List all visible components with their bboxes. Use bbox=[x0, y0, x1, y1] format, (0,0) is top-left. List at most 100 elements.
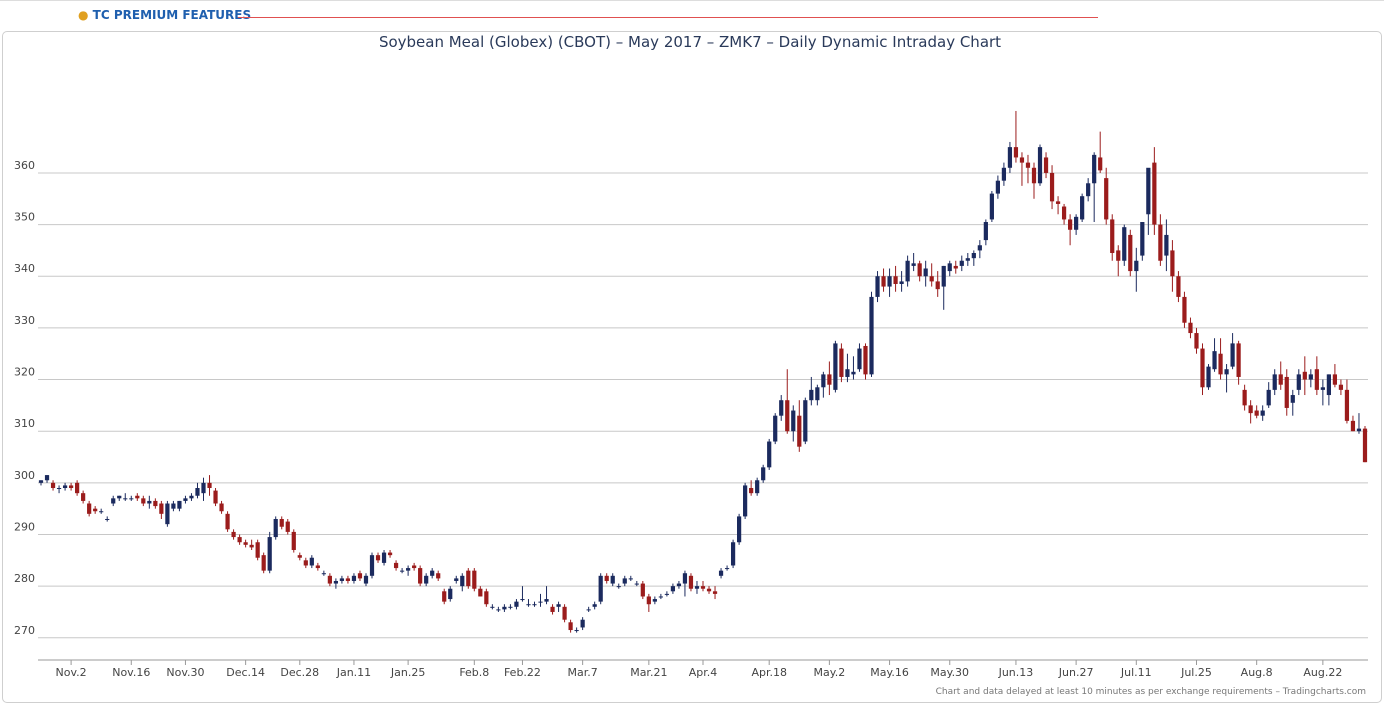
candle-body bbox=[165, 503, 170, 525]
candle-body bbox=[1332, 374, 1338, 385]
candle-body bbox=[75, 482, 80, 494]
y-tick-label: 290 bbox=[14, 520, 35, 533]
candle-body bbox=[851, 371, 856, 375]
candle-body bbox=[1140, 222, 1145, 256]
candle-body bbox=[1055, 201, 1061, 204]
x-tick-label: Apr.4 bbox=[689, 666, 718, 679]
candle-body bbox=[893, 276, 898, 284]
candle-body bbox=[303, 560, 308, 566]
x-tick-label: Mar.7 bbox=[568, 666, 598, 679]
candle-body bbox=[544, 599, 549, 602]
candle-body bbox=[460, 575, 465, 587]
y-tick-label: 300 bbox=[14, 469, 35, 482]
candle-body bbox=[393, 562, 399, 569]
candle-body bbox=[309, 557, 314, 566]
candle-body bbox=[1302, 371, 1307, 380]
section-header: ● TC PREMIUM FEATURES bbox=[78, 8, 251, 22]
candle-body bbox=[1007, 147, 1013, 168]
candle-body bbox=[105, 518, 110, 520]
candle-body bbox=[785, 400, 790, 432]
candle-body bbox=[604, 575, 609, 581]
candle-body bbox=[375, 555, 381, 561]
x-tick-label: May.30 bbox=[930, 666, 969, 679]
candle-body bbox=[255, 542, 260, 558]
candle-body bbox=[1248, 405, 1253, 414]
candle-body bbox=[1290, 395, 1295, 403]
x-tick-label: Nov.16 bbox=[112, 666, 150, 679]
candle-body bbox=[418, 568, 423, 584]
x-tick-label: Feb.22 bbox=[504, 666, 541, 679]
candle-body bbox=[676, 583, 682, 587]
candle-body bbox=[1098, 157, 1103, 171]
candle-body bbox=[1043, 157, 1049, 173]
candle-body bbox=[1001, 167, 1007, 181]
x-tick-label: Nov.2 bbox=[56, 666, 87, 679]
candle-body bbox=[159, 503, 164, 514]
candle-body bbox=[971, 253, 976, 259]
candle-body bbox=[1254, 410, 1259, 416]
candle-body bbox=[117, 495, 122, 499]
x-tick-label: Jul.11 bbox=[1120, 666, 1152, 679]
x-tick-label: May.16 bbox=[870, 666, 909, 679]
candle-body bbox=[321, 573, 326, 575]
candle-body bbox=[466, 570, 471, 587]
candle-body bbox=[454, 578, 459, 581]
candle-body bbox=[267, 537, 272, 571]
candle-body bbox=[706, 588, 712, 592]
candle-body bbox=[640, 583, 645, 597]
candle-body bbox=[658, 596, 663, 598]
candle-body bbox=[363, 575, 369, 584]
x-tick-label: Apr.18 bbox=[751, 666, 787, 679]
candle-body bbox=[1350, 420, 1356, 432]
candle-body bbox=[1122, 227, 1127, 261]
candle-body bbox=[815, 387, 820, 401]
candle-body bbox=[881, 276, 886, 287]
candle-body bbox=[1037, 147, 1043, 184]
candle-body bbox=[261, 555, 266, 571]
candle-body bbox=[694, 586, 700, 589]
candle-body bbox=[225, 513, 230, 530]
candle-body bbox=[327, 575, 332, 584]
candle-body bbox=[514, 601, 519, 607]
candle-body bbox=[670, 586, 676, 592]
candle-body bbox=[628, 578, 633, 580]
candle-body bbox=[1338, 384, 1344, 390]
candle-body bbox=[472, 570, 477, 589]
candle-body bbox=[93, 508, 98, 512]
candle-body bbox=[700, 586, 706, 589]
candle-body bbox=[712, 591, 718, 594]
candle-body bbox=[803, 400, 808, 442]
candle-body bbox=[646, 596, 651, 605]
candle-body bbox=[111, 498, 116, 504]
candle-body bbox=[141, 498, 146, 504]
candle-body bbox=[977, 245, 982, 251]
candle-body bbox=[755, 480, 760, 494]
candle-body bbox=[129, 498, 134, 500]
candle-body bbox=[761, 467, 766, 481]
candle-body bbox=[1362, 428, 1368, 463]
candle-body bbox=[1320, 387, 1325, 390]
candle-body bbox=[56, 488, 62, 490]
candle-body bbox=[520, 599, 525, 601]
candle-body bbox=[773, 415, 778, 442]
candle-body bbox=[538, 601, 543, 603]
candle-body bbox=[857, 348, 862, 370]
candle-body bbox=[153, 500, 158, 507]
candle-body bbox=[147, 500, 152, 504]
candle-body bbox=[406, 568, 411, 571]
candle-body bbox=[724, 568, 730, 570]
candle-body bbox=[1170, 250, 1175, 277]
x-tick-label: Feb.8 bbox=[459, 666, 489, 679]
candle-body bbox=[412, 565, 417, 569]
candle-body bbox=[989, 193, 994, 220]
candle-body bbox=[62, 485, 68, 489]
candle-body bbox=[38, 480, 44, 483]
candle-body bbox=[207, 482, 212, 489]
candle-body bbox=[291, 531, 296, 550]
candle-body bbox=[743, 485, 748, 517]
candle-body bbox=[333, 580, 339, 584]
candle-body bbox=[947, 263, 952, 272]
candle-body bbox=[357, 573, 363, 579]
candle-body bbox=[610, 575, 615, 584]
candle-body bbox=[1128, 234, 1133, 272]
